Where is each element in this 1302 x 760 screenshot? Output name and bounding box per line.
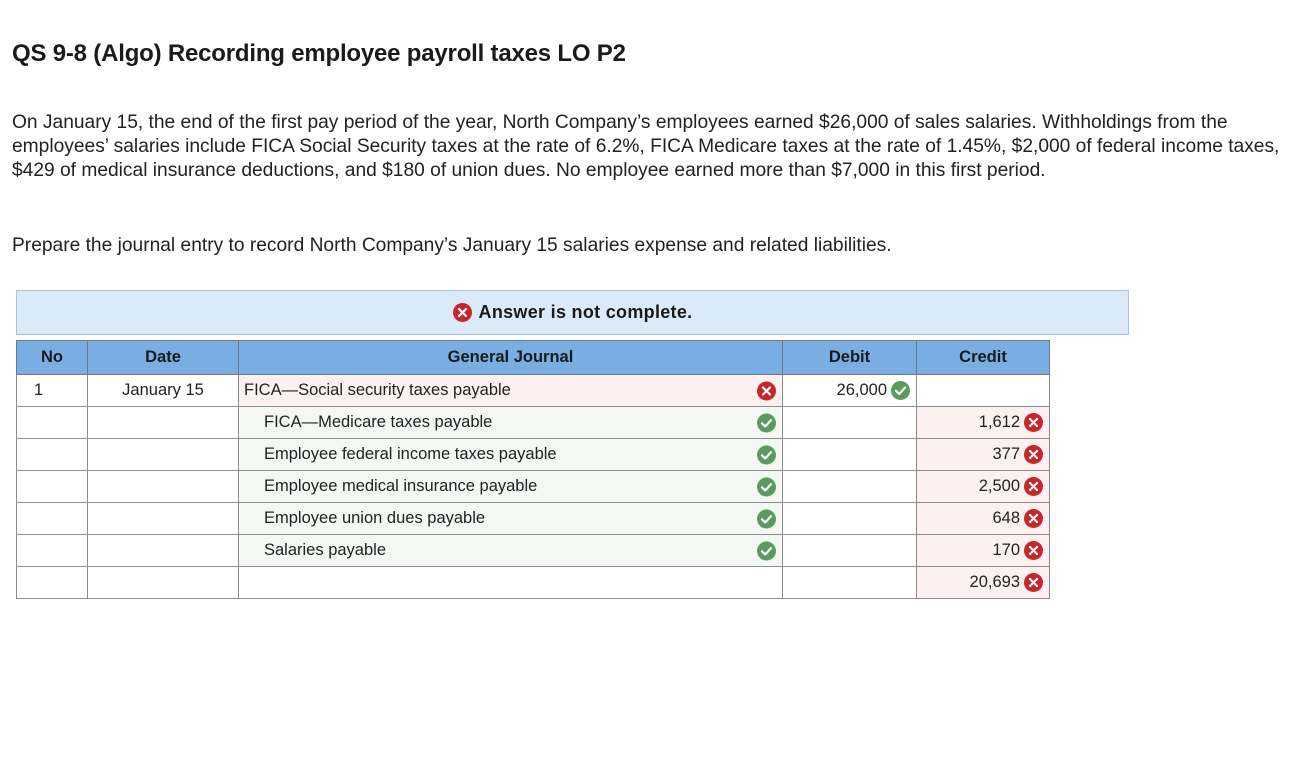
check-icon bbox=[757, 509, 776, 528]
journal-body: 1 January 15 FICA—Social security taxes pa… bbox=[16, 374, 1050, 599]
table-row: Salaries payable 170 bbox=[16, 534, 1050, 567]
credit-cell[interactable]: 20,693 bbox=[916, 566, 1050, 599]
x-icon bbox=[1024, 509, 1043, 529]
account-cell[interactable]: Employee federal income taxes payable bbox=[238, 438, 783, 471]
check-icon bbox=[757, 413, 776, 432]
credit-cell[interactable] bbox=[916, 374, 1050, 407]
credit-cell[interactable]: 377 bbox=[916, 438, 1050, 471]
column-header-general-journal: General Journal bbox=[238, 340, 783, 375]
table-header-row: No Date General Journal Debit Credit bbox=[16, 340, 1050, 375]
date-cell[interactable] bbox=[87, 534, 239, 567]
credit-amount: 170 bbox=[992, 541, 1020, 560]
x-icon bbox=[452, 303, 472, 322]
debit-cell[interactable]: 26,000 bbox=[782, 374, 917, 407]
column-header-no: No bbox=[16, 340, 88, 375]
no-cell[interactable]: 1 bbox=[16, 374, 88, 407]
debit-cell[interactable] bbox=[782, 534, 917, 567]
date-cell[interactable] bbox=[87, 502, 239, 535]
x-icon bbox=[757, 381, 776, 400]
credit-cell[interactable]: 648 bbox=[916, 502, 1050, 535]
problem-text: On January 15, the end of the first pay … bbox=[12, 112, 1280, 181]
credit-amount: 20,693 bbox=[969, 573, 1020, 592]
no-cell[interactable] bbox=[16, 438, 88, 471]
table-row: FICA—Medicare taxes payable 1,612 bbox=[16, 406, 1050, 439]
journal-entry-table: No Date General Journal Debit Credit 1 Ja… bbox=[16, 340, 1050, 599]
account-cell[interactable]: FICA—Medicare taxes payable bbox=[238, 406, 783, 439]
account-cell[interactable]: FICA—Social security taxes payable bbox=[238, 374, 783, 407]
credit-cell[interactable]: 170 bbox=[916, 534, 1050, 567]
credit-cell[interactable]: 1,612 bbox=[916, 406, 1050, 439]
account-cell[interactable]: Employee medical insurance payable bbox=[238, 470, 783, 503]
account-cell[interactable]: Employee union dues payable bbox=[238, 502, 783, 535]
table-row: 1 January 15 FICA—Social security taxes pa… bbox=[16, 374, 1050, 407]
x-icon bbox=[1024, 541, 1043, 561]
date-cell[interactable] bbox=[87, 406, 239, 439]
account-cell[interactable]: Salaries payable bbox=[238, 534, 783, 567]
x-icon bbox=[1024, 477, 1043, 497]
table-row: Employee medical insurance payable 2,500 bbox=[16, 470, 1050, 503]
no-cell[interactable] bbox=[16, 406, 88, 439]
account-name: Salaries payable bbox=[264, 541, 386, 559]
account-name: Employee union dues payable bbox=[264, 509, 486, 527]
column-header-debit: Debit bbox=[782, 340, 917, 375]
x-icon bbox=[1024, 413, 1043, 433]
account-name: Employee federal income taxes payable bbox=[264, 445, 557, 463]
check-icon bbox=[757, 477, 776, 496]
table-row: 20,693 bbox=[16, 566, 1050, 599]
x-icon bbox=[1024, 573, 1043, 593]
no-cell[interactable] bbox=[16, 566, 88, 599]
date-cell[interactable] bbox=[87, 438, 239, 471]
account-name: FICA—Medicare taxes payable bbox=[264, 413, 493, 431]
credit-amount: 2,500 bbox=[978, 477, 1020, 496]
no-cell[interactable] bbox=[16, 534, 88, 567]
date-cell[interactable] bbox=[87, 566, 239, 599]
instruction-text: Prepare the journal entry to record Nort… bbox=[12, 235, 892, 256]
date-cell[interactable]: January 15 bbox=[87, 374, 239, 407]
account-name: Employee medical insurance payable bbox=[264, 477, 538, 495]
table-row: Employee union dues payable 648 bbox=[16, 502, 1050, 535]
credit-amount: 648 bbox=[992, 509, 1020, 528]
answer-status-text: Answer is not complete. bbox=[478, 302, 693, 322]
check-icon bbox=[891, 381, 910, 401]
check-icon bbox=[757, 541, 776, 560]
credit-amount: 377 bbox=[992, 445, 1020, 464]
column-header-date: Date bbox=[87, 340, 239, 375]
account-name: FICA—Social security taxes payable bbox=[244, 381, 511, 399]
no-cell[interactable] bbox=[16, 470, 88, 503]
debit-cell[interactable] bbox=[782, 438, 917, 471]
table-row: Employee federal income taxes payable 377 bbox=[16, 438, 1050, 471]
debit-cell[interactable] bbox=[782, 406, 917, 439]
debit-cell[interactable] bbox=[782, 470, 917, 503]
date-cell[interactable] bbox=[87, 470, 239, 503]
account-cell[interactable] bbox=[238, 566, 783, 599]
debit-cell[interactable] bbox=[782, 502, 917, 535]
answer-status-banner: Answer is not complete. bbox=[16, 290, 1129, 335]
entry-date: January 15 bbox=[122, 381, 204, 399]
x-icon bbox=[1024, 445, 1043, 465]
debit-amount: 26,000 bbox=[836, 381, 887, 400]
entry-number: 1 bbox=[34, 381, 44, 399]
no-cell[interactable] bbox=[16, 502, 88, 535]
credit-cell[interactable]: 2,500 bbox=[916, 470, 1050, 503]
column-header-credit: Credit bbox=[916, 340, 1050, 375]
credit-amount: 1,612 bbox=[978, 413, 1020, 432]
debit-cell[interactable] bbox=[782, 566, 917, 599]
check-icon bbox=[757, 445, 776, 464]
page-title: QS 9-8 (Algo) Recording employee payroll… bbox=[12, 40, 626, 67]
